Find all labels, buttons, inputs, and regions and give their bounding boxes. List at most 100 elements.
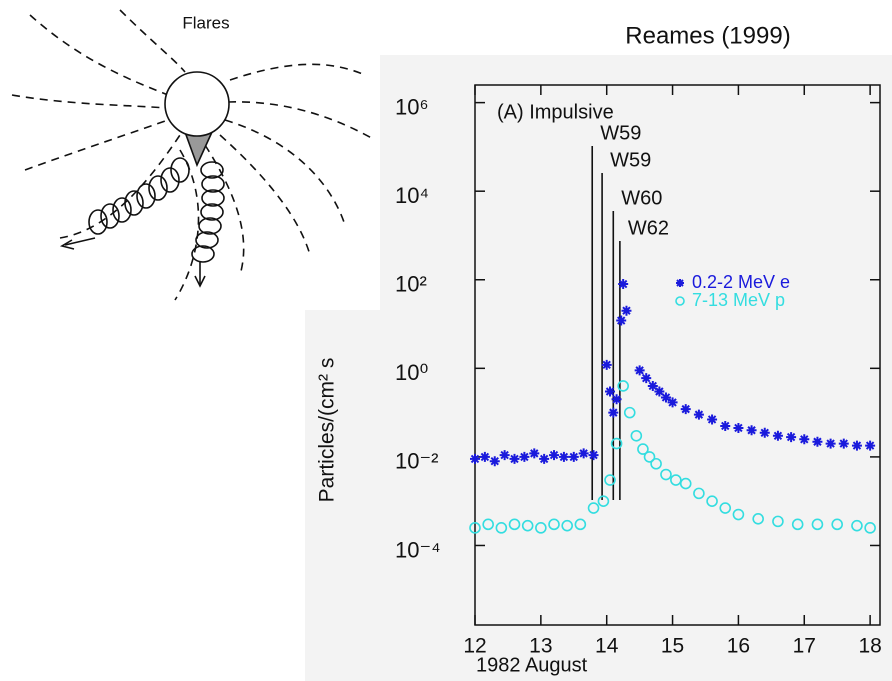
point <box>865 440 876 451</box>
point <box>561 519 573 532</box>
point <box>597 495 610 507</box>
point <box>548 518 560 531</box>
point <box>706 495 718 507</box>
point <box>679 477 692 490</box>
point <box>539 453 550 464</box>
point <box>707 414 718 425</box>
x-tick-label: 12 <box>463 635 486 658</box>
point <box>610 437 623 450</box>
point <box>670 474 682 486</box>
y-tick-label: 10⁻² <box>395 449 438 474</box>
point <box>574 518 587 531</box>
y-tick-label: 10⁻⁴ <box>395 537 441 562</box>
x-tick-label: 14 <box>595 635 619 658</box>
point <box>732 508 745 521</box>
point <box>549 450 560 461</box>
point <box>660 392 671 403</box>
point <box>643 451 656 463</box>
point <box>825 438 836 449</box>
point <box>509 453 520 464</box>
point <box>578 448 589 459</box>
point <box>799 434 810 445</box>
flare-label: W62 <box>628 217 669 239</box>
sun <box>164 71 230 137</box>
plot-frame <box>474 84 881 626</box>
x-tick-label: 16 <box>727 635 750 658</box>
point <box>720 420 731 431</box>
legend-marker <box>675 296 685 306</box>
point <box>650 457 662 470</box>
diagram-background <box>0 0 380 310</box>
point <box>519 451 530 462</box>
chart-background <box>305 55 892 681</box>
point <box>811 518 824 531</box>
point <box>812 436 823 447</box>
point <box>831 518 843 531</box>
point <box>535 522 547 534</box>
point <box>469 522 481 534</box>
diagram-label: Flares <box>182 13 229 32</box>
x-tick-label: 18 <box>858 635 881 658</box>
point <box>759 427 770 438</box>
point <box>637 443 649 455</box>
y-tick-label: 10⁶ <box>395 94 429 119</box>
chart-title: Reames (1999) <box>625 22 790 49</box>
flare-label: W59 <box>610 149 651 171</box>
panel-label: (A) Impulsive <box>497 101 614 123</box>
point <box>482 518 494 531</box>
point <box>508 518 521 531</box>
point <box>618 279 629 290</box>
point <box>558 451 569 462</box>
point <box>587 502 600 514</box>
point <box>621 305 632 316</box>
y-tick-label: 10⁴ <box>395 183 429 208</box>
flare-label: W60 <box>621 187 662 209</box>
point <box>654 386 665 397</box>
point <box>489 456 500 467</box>
point <box>611 394 622 405</box>
point <box>495 522 508 534</box>
point <box>630 429 643 442</box>
x-axis-label: 1982 August <box>476 654 588 676</box>
point <box>786 432 797 443</box>
y-tick-label: 10⁰ <box>395 360 428 385</box>
point <box>667 397 678 408</box>
y-tick-label: 10² <box>395 272 427 297</box>
x-tick-label: 13 <box>529 635 552 658</box>
point <box>617 380 629 392</box>
point <box>791 518 804 531</box>
point <box>719 502 732 514</box>
point <box>838 438 849 449</box>
point <box>608 407 619 418</box>
point <box>772 515 784 528</box>
point <box>864 522 876 534</box>
point <box>499 450 510 461</box>
point <box>752 513 764 525</box>
legend-label: 7-13 MeV p <box>692 290 785 310</box>
point <box>634 365 645 376</box>
point <box>605 386 615 397</box>
point <box>604 474 616 486</box>
y-axis-label: Particles/(cm² s <box>316 358 339 503</box>
point <box>521 519 534 532</box>
point <box>616 315 627 326</box>
x-tick-label: 15 <box>661 635 684 658</box>
point <box>851 519 863 532</box>
point <box>623 406 636 419</box>
legend-marker <box>676 279 684 287</box>
point <box>568 451 579 462</box>
point <box>693 409 704 420</box>
point <box>529 448 540 459</box>
legend-label: 0.2-2 MeV e <box>692 272 790 292</box>
x-tick-label: 17 <box>793 635 816 658</box>
point <box>660 468 672 481</box>
point <box>693 487 705 500</box>
flare-label: W59 <box>600 122 641 144</box>
point <box>733 422 744 433</box>
point <box>647 380 658 391</box>
point <box>588 450 599 461</box>
point <box>641 373 652 384</box>
point <box>746 425 757 436</box>
flare-diagram: Flares <box>11 9 376 301</box>
